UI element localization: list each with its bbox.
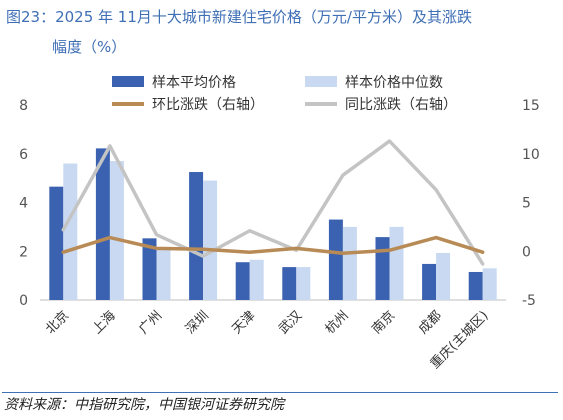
bar-avg [142, 238, 157, 300]
bar-median [109, 161, 124, 300]
y-left-tick-label: 8 [19, 98, 28, 114]
bar-median [203, 180, 218, 300]
bar-avg [95, 148, 110, 300]
legend-swatch [112, 76, 144, 87]
x-tick-label: 上海 [90, 308, 119, 337]
y-left-tick-label: 4 [19, 196, 28, 212]
legend-label: 环比涨跌（右轴） [152, 97, 264, 113]
bar-median [436, 252, 451, 300]
bar-median [249, 259, 264, 300]
chart-title: 图23：2025 年 11月十大城市新建住宅价格（万元/平方米）及其涨跌 幅度（… [6, 2, 556, 62]
x-tick-label: 北京 [43, 308, 72, 337]
y-left-tick-label: 0 [19, 293, 28, 309]
bar-median [156, 248, 171, 300]
bar-avg [282, 267, 297, 300]
x-tick-label: 成都 [416, 308, 445, 337]
y-right-tick-label: 5 [522, 196, 531, 212]
legend-label: 同比涨跌（右轴） [345, 97, 457, 113]
bar-median [389, 226, 404, 300]
bar-avg [49, 186, 64, 300]
x-tick-label: 武汉 [276, 308, 305, 337]
x-tick-label: 深圳 [183, 308, 212, 337]
bar-avg [468, 271, 483, 300]
bar-avg [375, 237, 390, 300]
x-tick-label: 广州 [136, 308, 165, 337]
legend-swatch [305, 76, 337, 87]
bar-median [63, 163, 78, 300]
x-tick-label: 南京 [369, 308, 399, 338]
y-right-tick-label: 10 [522, 147, 540, 163]
title-line-1: 图23：2025 年 11月十大城市新建住宅价格（万元/平方米）及其涨跌 [6, 8, 472, 26]
bar-median [296, 267, 311, 300]
bar-avg [189, 172, 204, 300]
y-left-tick-label: 6 [19, 147, 28, 163]
bar-median [342, 226, 357, 300]
line-mom [61, 235, 485, 255]
y-right-tick-label: 0 [522, 244, 531, 260]
legend-label: 样本平均价格 [152, 75, 236, 91]
y-right-tick-label: 15 [522, 98, 540, 114]
footer-divider [2, 392, 558, 393]
y-left-tick-label: 2 [19, 244, 28, 260]
line-yoy [61, 139, 485, 266]
bar-avg [422, 263, 437, 300]
bar-avg [235, 262, 250, 300]
legend-label: 样本价格中位数 [345, 75, 443, 91]
bar-avg [328, 219, 343, 300]
title-line-2: 幅度（%） [52, 38, 127, 56]
source-note: 资料来源：中指研究院，中国银河证券研究院 [4, 397, 284, 413]
y-right-tick-label: -5 [522, 293, 536, 309]
x-tick-label: 天津 [230, 308, 259, 337]
x-tick-label: 杭州 [323, 308, 352, 337]
bar-median [482, 268, 497, 300]
